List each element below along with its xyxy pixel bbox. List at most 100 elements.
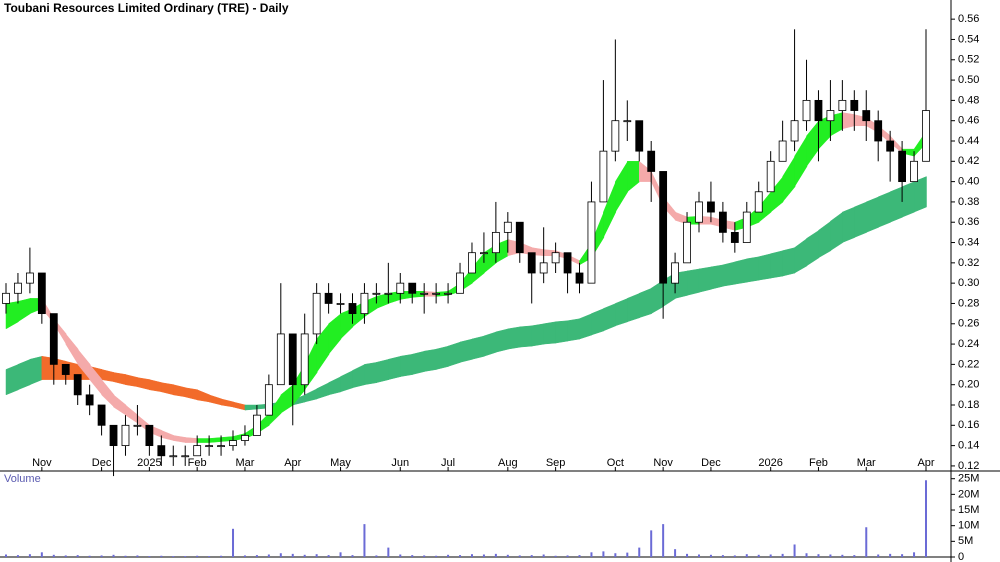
candle-body (647, 150, 656, 172)
volume-bar (327, 555, 330, 557)
candle-body (623, 120, 632, 123)
volume-bar (721, 555, 724, 557)
long-mma-band (591, 308, 605, 336)
long-mma-band (340, 370, 354, 393)
volume-bar (614, 553, 617, 557)
candle-body (276, 333, 285, 386)
short-mma-band (5, 301, 19, 330)
volume-bar (554, 555, 557, 557)
long-mma-band (794, 237, 808, 274)
candle-body (539, 262, 548, 274)
volume-bar (184, 556, 187, 557)
candle-body (910, 160, 918, 183)
y-tick-label: 0.34 (958, 236, 979, 248)
volume-tick-label: 10M (958, 520, 979, 532)
candle-body (408, 282, 417, 294)
long-mma-band (125, 374, 139, 388)
volume-bar (5, 554, 7, 557)
long-mma-band (901, 181, 915, 218)
long-mma-band (232, 401, 246, 411)
volume-bar (470, 554, 473, 557)
long-mma-band (316, 382, 330, 400)
candle-body (193, 445, 202, 457)
long-mma-band (364, 362, 378, 385)
short-mma-band (316, 323, 330, 374)
long-mma-band (734, 258, 748, 285)
long-mma-band (913, 176, 927, 213)
y-tick-label: 0.48 (958, 94, 979, 106)
volume-bar (602, 551, 605, 557)
short-mma-band (208, 437, 222, 443)
x-tick-label: 2026 (758, 457, 782, 469)
long-mma-band (388, 355, 402, 380)
x-tick-label: Mar (235, 457, 254, 469)
volume-bar (172, 556, 175, 557)
x-tick-label: Aug (498, 457, 518, 469)
candle-body (2, 292, 10, 304)
candle-body (730, 231, 739, 243)
candle-body (503, 221, 512, 233)
short-mma-band (842, 112, 856, 130)
x-tick-label: Dec (92, 457, 112, 469)
long-mma-band (519, 325, 533, 348)
y-tick-label: 0.52 (958, 54, 979, 66)
candle-body (707, 201, 715, 213)
volume-bar (291, 553, 294, 557)
short-mma-band (328, 313, 342, 355)
candle-body (444, 292, 452, 295)
long-mma-band (101, 369, 115, 382)
volume-bar (697, 554, 700, 557)
candle-body (456, 272, 464, 294)
candle-body (85, 394, 94, 406)
volume-bar (853, 555, 856, 557)
candle-body (922, 110, 930, 162)
short-mma-band (806, 119, 820, 168)
candle-body (324, 292, 333, 304)
volume-tick-label: 0 (958, 551, 964, 562)
candle-body (742, 211, 751, 243)
candle-body (169, 455, 178, 458)
candle-body (133, 424, 142, 427)
long-mma-band (710, 264, 724, 290)
volume-bar (363, 524, 366, 557)
volume-bar (243, 555, 246, 557)
volume-bar (232, 528, 235, 557)
short-mma-band (782, 155, 796, 203)
short-mma-band (161, 430, 175, 441)
x-tick-label: Jun (391, 457, 409, 469)
volume-bar (901, 554, 904, 557)
x-tick-label: Oct (607, 457, 624, 469)
x-tick-label: Apr (917, 457, 934, 469)
candle-body (886, 140, 895, 152)
volume-bar (518, 555, 521, 557)
short-mma-band (125, 404, 139, 424)
x-tick-label: 2025 (137, 457, 161, 469)
volume-bar (829, 554, 832, 557)
short-mma-band (471, 251, 485, 284)
volume-bar (64, 555, 67, 557)
candle-body (898, 150, 907, 183)
long-mma-band (579, 313, 593, 340)
short-mma-band (758, 191, 772, 223)
volume-bar (769, 554, 772, 557)
long-mma-band (889, 186, 903, 223)
y-tick-label: 0.42 (958, 155, 979, 167)
long-mma-band (483, 331, 497, 357)
candle-body (217, 445, 225, 448)
long-mma-band (531, 323, 545, 347)
long-mma-band (555, 320, 569, 344)
volume-bar (674, 549, 677, 557)
short-mma-band (113, 394, 127, 416)
candle-body (181, 455, 190, 458)
volume-tick-label: 20M (958, 488, 979, 500)
short-mma-band (376, 292, 390, 309)
x-tick-label: Nov (32, 457, 52, 469)
long-mma-band (698, 266, 712, 293)
short-mma-band (627, 161, 640, 193)
long-mma-band (567, 318, 581, 342)
volume-bar (148, 556, 151, 557)
y-tick-label: 0.44 (958, 135, 979, 147)
long-mma-band (137, 377, 151, 391)
volume-label: Volume (4, 473, 41, 485)
y-tick-label: 0.40 (958, 176, 979, 188)
